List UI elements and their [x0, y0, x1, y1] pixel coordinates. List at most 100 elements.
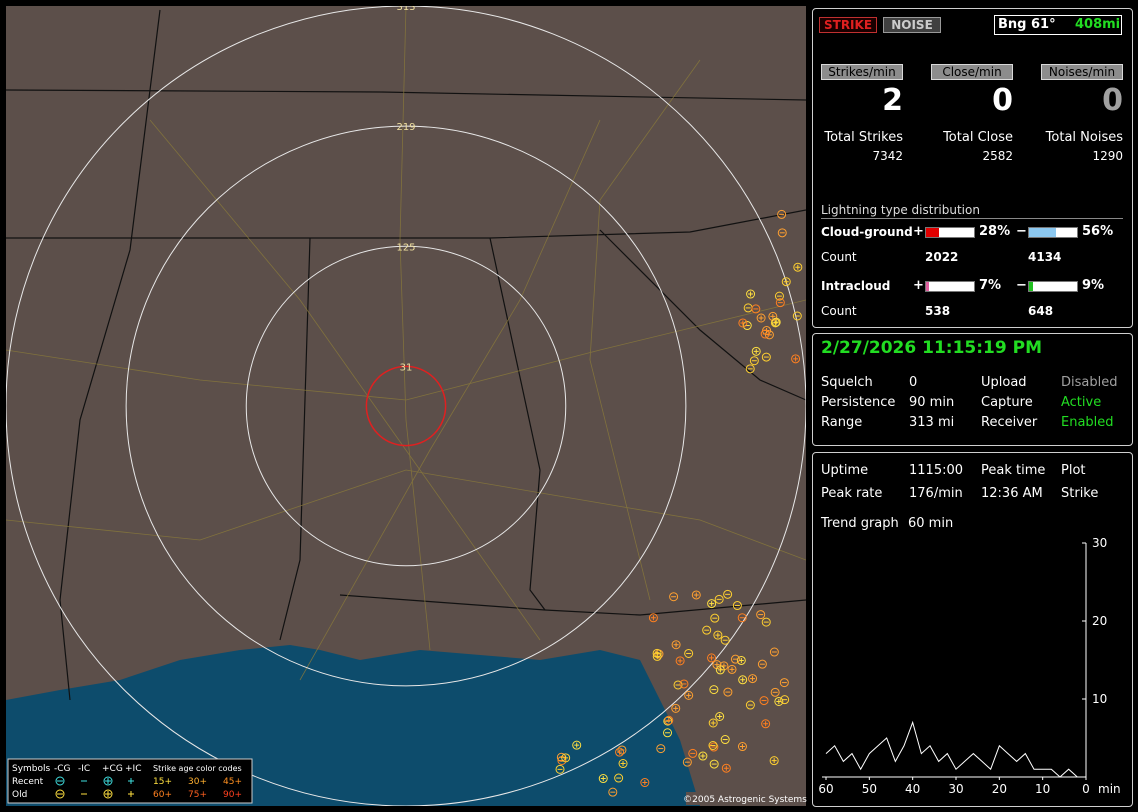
x-tick-label: 40: [905, 782, 920, 796]
strike-symbol: [671, 640, 681, 650]
legend-age: 90+: [223, 790, 242, 800]
strike-symbol: [738, 318, 748, 328]
sign: +: [913, 224, 924, 239]
status-value: Disabled: [1061, 375, 1118, 390]
stat-label: Uptime: [821, 463, 869, 478]
strike-symbol: [737, 613, 747, 623]
strike-symbol: [756, 610, 766, 620]
strike-symbol: [769, 647, 779, 657]
legend-age: 30+: [188, 777, 207, 787]
rate-button[interactable]: Noises/min: [1041, 64, 1123, 80]
sign: −: [1016, 224, 1027, 239]
rate-button[interactable]: Strikes/min: [821, 64, 903, 80]
strike-sign: [666, 717, 672, 723]
x-unit: min: [1098, 782, 1121, 796]
legend-symbol-sign: [128, 791, 134, 797]
status-value: 313 mi: [909, 415, 955, 430]
percent-bar: [1029, 228, 1056, 237]
strike-symbol: [555, 764, 565, 774]
strike-symbol: [780, 695, 790, 705]
range-ring: [125, 125, 687, 687]
strike-symbol: [775, 298, 785, 308]
noise-button[interactable]: NOISE: [883, 17, 941, 33]
strike-symbol: [770, 687, 780, 697]
strike-symbol: [684, 648, 694, 658]
strike-sign: [620, 761, 626, 767]
strike-symbol: [709, 685, 719, 695]
strike-symbol: [714, 594, 724, 604]
strike-symbol: [764, 330, 774, 340]
strike-symbol: [751, 304, 761, 314]
strike-symbol: [561, 753, 571, 763]
range-label: 31: [400, 362, 413, 373]
legend-row-label: Old: [12, 790, 27, 800]
range-label: 219: [396, 122, 415, 133]
strike-sign: [773, 319, 779, 325]
strike-symbol: [640, 778, 650, 788]
legend-symbol: [55, 789, 65, 799]
strike-symbol: [771, 317, 781, 327]
percent-bar-track: [1028, 281, 1078, 292]
strike-symbol: [709, 759, 719, 769]
count-value: 538: [925, 304, 951, 318]
range-ring: [245, 245, 567, 567]
bearing-box: [994, 15, 1122, 35]
strike-symbol: [720, 735, 730, 745]
total-label: Total Close: [943, 130, 1013, 145]
stat-value: Strike: [1061, 486, 1099, 501]
strike-symbols: [555, 209, 803, 797]
x-tick-label: 0: [1082, 782, 1090, 796]
strike-sign: [574, 742, 580, 748]
stat-label: Peak time: [981, 463, 1046, 478]
type-label: Intracloud: [821, 279, 891, 293]
strike-symbol: [720, 635, 730, 645]
percent-bar-track: [925, 281, 975, 292]
strike-symbol: [759, 696, 769, 706]
legend-type: +IC: [125, 764, 141, 774]
title-underline: [821, 218, 1123, 219]
percent-bar-track: [1028, 227, 1078, 238]
percent-bar: [1029, 282, 1034, 291]
strike-symbol: [598, 774, 608, 784]
strike-button[interactable]: STRIKE: [819, 17, 877, 33]
status-label: Receiver: [981, 415, 1038, 430]
strike-symbol: [708, 718, 718, 728]
strike-sign: [771, 758, 777, 764]
x-tick-label: 20: [992, 782, 1007, 796]
strike-sign: [793, 356, 799, 362]
strike-symbol: [669, 592, 679, 602]
strike-symbol: [756, 313, 766, 323]
distance: 408mi: [1075, 17, 1121, 32]
strike-symbol: [770, 318, 780, 328]
strike-symbol: [727, 664, 737, 674]
stat-label: Plot: [1061, 463, 1086, 478]
legend-symbol-sign: [128, 778, 134, 784]
stat-value: 1115:00: [909, 463, 964, 478]
strike-sign: [739, 744, 745, 750]
strike-sign: [748, 291, 754, 297]
percent-label: 7%: [979, 278, 1002, 293]
bearing: Bng 61°: [998, 17, 1056, 32]
status-panel: [812, 333, 1133, 446]
strike-sign: [677, 658, 683, 664]
legend-age: 75+: [188, 790, 207, 800]
rate-button[interactable]: Close/min: [931, 64, 1013, 80]
y-tick-label: 30: [1092, 536, 1107, 550]
x-tick-label: 30: [948, 782, 963, 796]
strike-symbol: [777, 209, 787, 219]
stat-value: 176/min: [909, 486, 963, 501]
range-label: 313: [396, 2, 415, 13]
percent-bar-track: [925, 227, 975, 238]
stat-value: 60 min: [908, 516, 954, 531]
strike-symbol: [656, 744, 666, 754]
range-label: 125: [396, 242, 415, 253]
status-label: Squelch: [821, 375, 873, 390]
percent-label: 28%: [979, 224, 1011, 239]
strike-symbol: [673, 680, 683, 690]
percent-bar: [926, 282, 930, 291]
strike-sign: [700, 753, 706, 759]
strike-sign: [750, 676, 756, 682]
strike-sign: [686, 692, 692, 698]
strike-symbol: [618, 759, 628, 769]
strike-symbol: [781, 277, 791, 287]
